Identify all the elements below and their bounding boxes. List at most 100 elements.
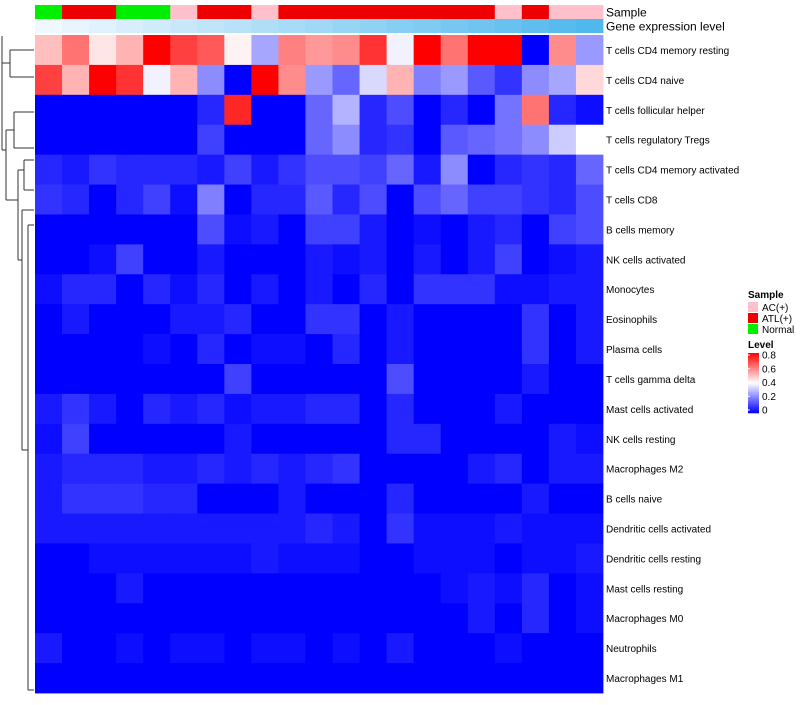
expression-annotation-cell [548, 19, 577, 33]
heatmap-cell [332, 94, 360, 126]
heatmap-cell [116, 214, 144, 245]
level-legend-gradient-segment [748, 396, 759, 399]
heatmap-cell [224, 214, 252, 245]
heatmap-cell [224, 603, 252, 634]
heatmap-cell [197, 274, 225, 305]
level-legend-gradient-segment [748, 356, 759, 358]
heatmap-cell [521, 304, 550, 335]
heatmap-cell [386, 244, 415, 275]
heatmap-cell [548, 274, 577, 305]
row-label: T cells gamma delta [606, 375, 696, 386]
heatmap-cell [467, 154, 496, 185]
expression-annotation-cell [224, 19, 252, 33]
heatmap-cell [197, 35, 225, 66]
heatmap-cell [224, 304, 252, 335]
heatmap-cell [305, 64, 333, 96]
heatmap-cell [170, 64, 198, 96]
heatmap-cell [575, 633, 604, 664]
heatmap-cell [305, 423, 333, 455]
heatmap-cell [170, 423, 198, 455]
heatmap-cell [62, 274, 90, 305]
row-label: T cells CD8 [606, 196, 658, 207]
expression-annotation-cell [521, 19, 550, 33]
row-label: Monocytes [606, 285, 654, 296]
heatmap-cell [548, 334, 577, 365]
heatmap-cell [278, 214, 306, 245]
heatmap-cell [413, 274, 442, 305]
heatmap-cell [332, 663, 360, 694]
heatmap-cell [467, 214, 496, 245]
heatmap-cell [467, 543, 496, 574]
sample-annotation-cell [170, 5, 198, 19]
heatmap-cell [440, 154, 469, 185]
heatmap-cell [143, 423, 171, 455]
heatmap-cell [116, 483, 144, 514]
heatmap-cell [89, 483, 117, 514]
level-legend-gradient-segment [748, 381, 759, 384]
heatmap-cell [89, 64, 117, 96]
heatmap-cell [62, 184, 90, 215]
heatmap-cell [575, 513, 604, 544]
heatmap-cell [521, 35, 550, 66]
heatmap-cell [440, 214, 469, 245]
heatmap-cell [224, 244, 252, 275]
heatmap-cell [224, 124, 252, 156]
heatmap-cell [575, 364, 604, 395]
heatmap-cell [224, 633, 252, 664]
heatmap-cell [521, 184, 550, 215]
heatmap-cell [521, 573, 550, 604]
heatmap-cell [575, 214, 604, 245]
heatmap-cell [197, 64, 225, 96]
heatmap-cell [197, 184, 225, 215]
level-legend-gradient-segment [748, 383, 759, 385]
heatmap-cell [332, 154, 360, 185]
heatmap-cell [278, 124, 306, 156]
heatmap-cell [440, 244, 469, 275]
heatmap-cell [116, 364, 144, 395]
heatmap-cell [548, 513, 577, 544]
heatmap-cell [251, 274, 279, 305]
heatmap-cell [116, 94, 144, 126]
heatmap-cell [170, 214, 198, 245]
dendrogram-branch [2, 49, 34, 78]
heatmap-cell [494, 334, 523, 365]
heatmap-cell [494, 483, 523, 514]
heatmap-cell [197, 364, 225, 395]
heatmap-cell [251, 154, 279, 185]
heatmap-cell [305, 573, 333, 604]
row-label: Macrophages M1 [606, 674, 684, 685]
heatmap-cell [35, 334, 63, 365]
heatmap-cell [467, 453, 496, 485]
heatmap-cell [197, 423, 225, 455]
heatmap-cell [224, 64, 252, 96]
heatmap-cell [305, 543, 333, 574]
heatmap-cell [278, 334, 306, 365]
heatmap-cell [224, 573, 252, 604]
heatmap-cell [386, 64, 415, 96]
heatmap-cell [494, 35, 523, 66]
expression-annotation-cell [62, 19, 90, 33]
level-legend-gradient-segment [748, 411, 759, 414]
level-legend-gradient-segment [748, 378, 759, 381]
heatmap-cell [251, 393, 279, 425]
heatmap-cell [143, 154, 171, 185]
heatmap-cell [548, 423, 577, 455]
expression-annotation-cell [494, 19, 523, 33]
heatmap-cell [413, 513, 442, 544]
heatmap-cell [359, 124, 388, 156]
heatmap-cell [170, 304, 198, 335]
heatmap-cell [224, 364, 252, 395]
heatmap-cell [170, 633, 198, 664]
heatmap-cell [89, 184, 117, 215]
heatmap-cell [494, 453, 523, 485]
heatmap-cell [116, 393, 144, 425]
level-legend-gradient-segment [748, 387, 759, 390]
row-label: NK cells resting [606, 435, 675, 446]
level-legend-gradient-segment [748, 353, 759, 355]
heatmap-cell [494, 304, 523, 335]
heatmap-cell [35, 364, 63, 395]
heatmap-cell [332, 364, 360, 395]
heatmap-cell [413, 364, 442, 395]
heatmap-cell [494, 94, 523, 126]
heatmap-cell [521, 364, 550, 395]
